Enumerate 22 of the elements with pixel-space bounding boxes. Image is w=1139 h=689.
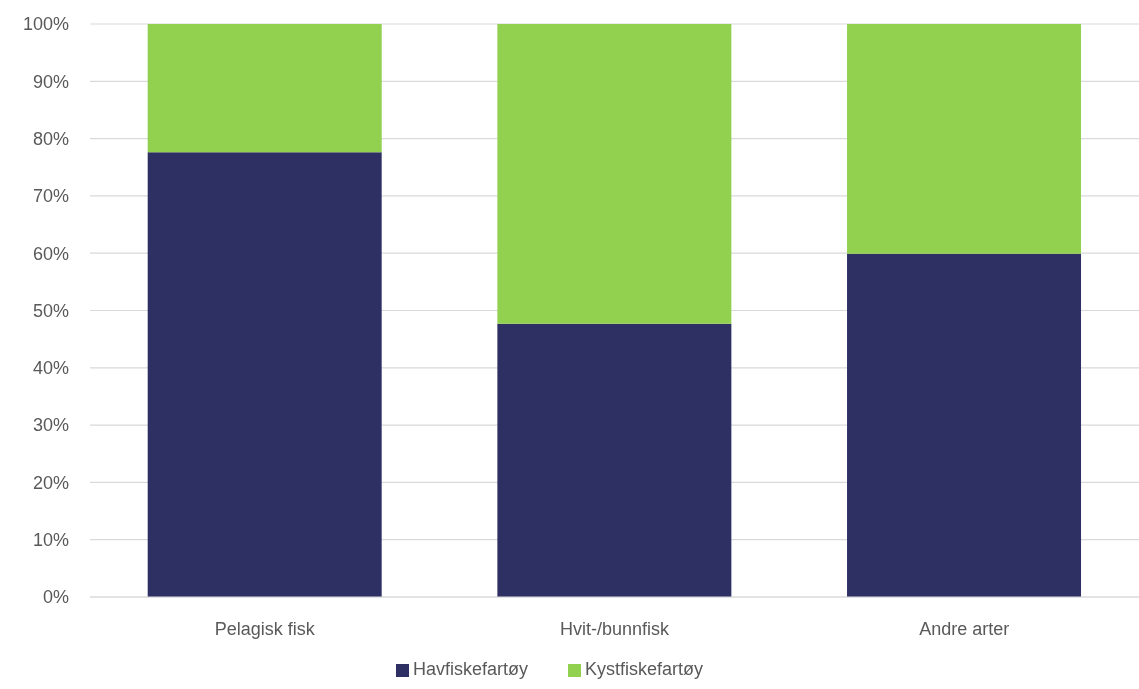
bar — [847, 253, 1082, 597]
legend-label: Havfiskefartøy — [412, 659, 528, 679]
x-tick-label: Pelagisk fisk — [214, 618, 316, 639]
bar — [147, 24, 382, 153]
bar — [497, 323, 732, 597]
legend-label: Kystfiskefartøy — [585, 659, 704, 679]
bar — [497, 24, 732, 324]
y-tick-label: 40% — [32, 358, 69, 379]
bar — [147, 152, 382, 597]
y-tick-label: 10% — [32, 530, 69, 551]
y-tick-label: 0% — [42, 587, 69, 608]
y-tick-label: 70% — [32, 186, 69, 207]
y-tick-label: 20% — [32, 472, 69, 493]
y-tick-label: 90% — [32, 71, 69, 92]
y-tick-label: 100% — [22, 14, 69, 35]
x-tick-label: Andre arter — [919, 618, 1010, 639]
y-tick-label: 60% — [32, 243, 69, 264]
y-tick-label: 30% — [32, 415, 69, 436]
y-tick-label: 50% — [32, 300, 69, 321]
bar — [847, 24, 1082, 254]
x-tick-label: Hvit-/bunnfisk — [559, 618, 671, 639]
y-tick-label: 80% — [32, 128, 69, 149]
